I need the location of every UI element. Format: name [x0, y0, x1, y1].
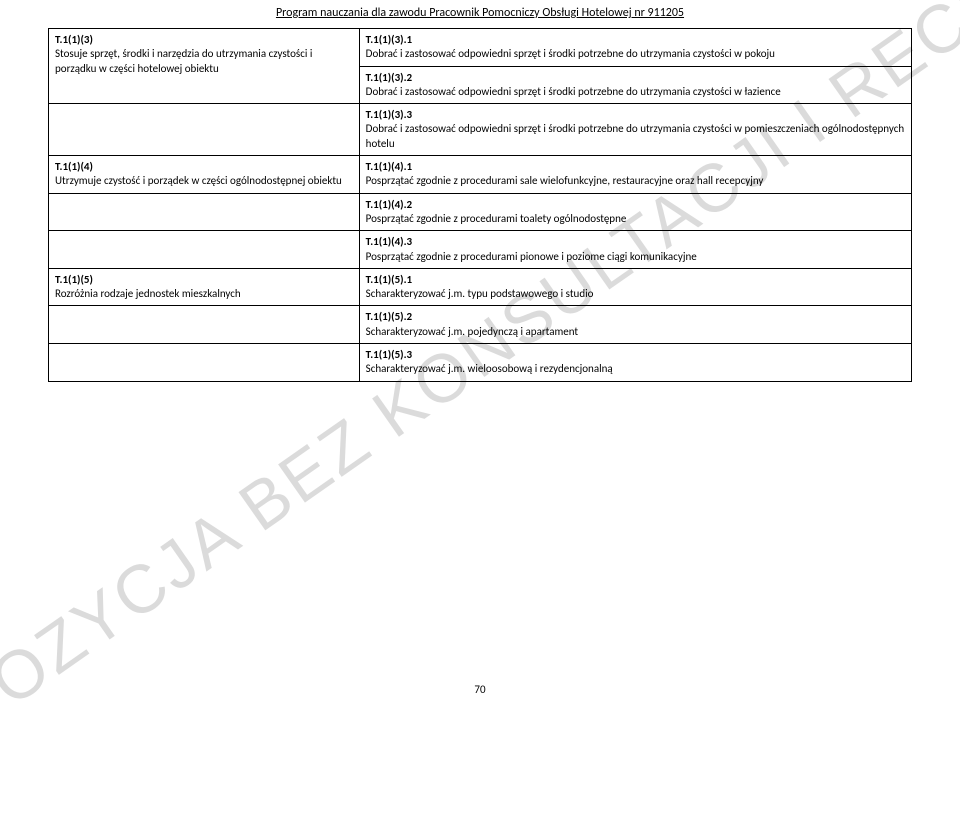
left-cell — [49, 306, 360, 344]
content-table: T.1(1)(3) Stosuje sprzęt, środki i narzę… — [48, 28, 912, 382]
left-cell: T.1(1)(4) Utrzymuje czystość i porządek … — [49, 156, 360, 194]
table-row: T.1(1)(5) Rozróżnia rodzaje jednostek mi… — [49, 268, 912, 306]
left-cell — [49, 344, 360, 382]
right-cell: T.1(1)(3).2 Dobrać i zastosować odpowied… — [359, 66, 911, 104]
page-number: 70 — [0, 683, 960, 696]
right-cell: T.1(1)(5).1 Scharakteryzować j.m. typu p… — [359, 268, 911, 306]
right-cell: T.1(1)(5).2 Scharakteryzować j.m. pojedy… — [359, 306, 911, 344]
right-code: T.1(1)(4).3 — [366, 235, 412, 248]
right-cell: T.1(1)(4).1 Posprzątać zgodnie z procedu… — [359, 156, 911, 194]
left-cell — [49, 193, 360, 231]
right-text: Posprzątać zgodnie z procedurami toalety… — [366, 212, 627, 225]
table-row: T.1(1)(4).2 Posprzątać zgodnie z procedu… — [49, 193, 912, 231]
right-code: T.1(1)(4).1 — [366, 160, 412, 173]
right-text: Dobrać i zastosować odpowiedni sprzęt i … — [366, 85, 781, 98]
right-code: T.1(1)(5).2 — [366, 310, 412, 323]
right-cell: T.1(1)(3).3 Dobrać i zastosować odpowied… — [359, 104, 911, 156]
content-table-wrap: T.1(1)(3) Stosuje sprzęt, środki i narzę… — [0, 22, 960, 382]
right-text: Dobrać i zastosować odpowiedni sprzęt i … — [366, 47, 775, 60]
table-row: T.1(1)(4) Utrzymuje czystość i porządek … — [49, 156, 912, 194]
table-row: T.1(1)(3) Stosuje sprzęt, środki i narzę… — [49, 29, 912, 67]
right-code: T.1(1)(3).1 — [366, 33, 412, 46]
left-text: Utrzymuje czystość i porządek w części o… — [55, 174, 342, 187]
table-row: T.1(1)(5).3 Scharakteryzować j.m. wieloo… — [49, 344, 912, 382]
left-text: Rozróżnia rodzaje jednostek mieszkalnych — [55, 287, 241, 300]
right-text: Posprzątać zgodnie z procedurami sale wi… — [366, 174, 764, 187]
right-text: Scharakteryzować j.m. wieloosobową i rez… — [366, 362, 613, 375]
right-code: T.1(1)(3).2 — [366, 71, 412, 84]
header-title: Program nauczania dla zawodu Pracownik P… — [276, 6, 684, 20]
right-text: Dobrać i zastosować odpowiedni sprzęt i … — [366, 122, 904, 149]
right-cell: T.1(1)(4).2 Posprzątać zgodnie z procedu… — [359, 193, 911, 231]
right-cell: T.1(1)(3).1 Dobrać i zastosować odpowied… — [359, 29, 911, 67]
page-header: Program nauczania dla zawodu Pracownik P… — [0, 0, 960, 22]
table-row: T.1(1)(3).3 Dobrać i zastosować odpowied… — [49, 104, 912, 156]
right-text: Posprzątać zgodnie z procedurami pionowe… — [366, 250, 697, 263]
left-cell: T.1(1)(5) Rozróżnia rodzaje jednostek mi… — [49, 268, 360, 306]
left-code: T.1(1)(5) — [55, 273, 93, 286]
right-cell: T.1(1)(4).3 Posprzątać zgodnie z procedu… — [359, 231, 911, 269]
right-text: Scharakteryzować j.m. pojedynczą i apart… — [366, 325, 578, 338]
left-text: Stosuje sprzęt, środki i narzędzia do ut… — [55, 47, 312, 74]
left-cell — [49, 231, 360, 269]
right-text: Scharakteryzować j.m. typu podstawowego … — [366, 287, 594, 300]
left-cell — [49, 104, 360, 156]
right-code: T.1(1)(4).2 — [366, 198, 412, 211]
right-code: T.1(1)(3).3 — [366, 108, 412, 121]
table-row: T.1(1)(5).2 Scharakteryzować j.m. pojedy… — [49, 306, 912, 344]
left-cell: T.1(1)(3) Stosuje sprzęt, środki i narzę… — [49, 29, 360, 104]
left-code: T.1(1)(3) — [55, 33, 93, 46]
left-code: T.1(1)(4) — [55, 160, 93, 173]
right-code: T.1(1)(5).3 — [366, 348, 412, 361]
right-cell: T.1(1)(5).3 Scharakteryzować j.m. wieloo… — [359, 344, 911, 382]
right-code: T.1(1)(5).1 — [366, 273, 412, 286]
table-row: T.1(1)(4).3 Posprzątać zgodnie z procedu… — [49, 231, 912, 269]
